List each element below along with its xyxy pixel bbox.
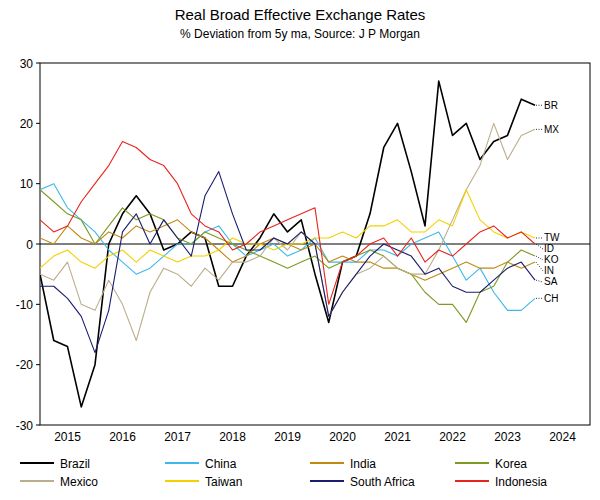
x-tick-label: 2023	[494, 430, 521, 444]
annotation: ID	[544, 243, 554, 254]
title: Real Broad Effective Exchange Rates	[175, 6, 426, 23]
series-line	[40, 184, 535, 311]
legend-label: Korea	[495, 457, 527, 471]
y-tick	[36, 244, 40, 245]
legend-swatch	[165, 480, 199, 482]
series-line	[40, 81, 535, 407]
legend-label: China	[205, 457, 237, 471]
legend-label: Indonesia	[495, 475, 547, 489]
legend-label: Taiwan	[205, 475, 242, 489]
series-line	[40, 190, 535, 323]
x-tick-label: 2015	[54, 430, 81, 444]
legend-swatch	[165, 462, 199, 464]
y-tick-label: 30	[20, 57, 34, 71]
y-tick-label: -30	[16, 419, 34, 433]
legend-swatch	[310, 480, 344, 482]
annotation-leader	[536, 280, 543, 282]
series-line	[40, 172, 535, 353]
legend-label: India	[350, 457, 376, 471]
x-tick-label: 2018	[219, 430, 246, 444]
y-tick-label: -10	[16, 298, 34, 312]
annotation-leader	[536, 244, 543, 249]
annotation-leader	[536, 262, 543, 271]
subtitle: % Deviation from 5y ma, Source: J P Morg…	[180, 27, 420, 41]
x-tick-label: 2021	[384, 430, 411, 444]
legend-swatch	[20, 480, 54, 482]
y-tick-label: 0	[26, 238, 33, 252]
annotation: CH	[544, 293, 558, 304]
annotation: TW	[544, 232, 560, 243]
y-tick	[36, 425, 40, 426]
annotation-leader	[536, 298, 543, 299]
legend-swatch	[20, 462, 54, 464]
legend-swatch	[455, 480, 489, 482]
y-tick-label: -20	[16, 358, 34, 372]
series-line	[40, 123, 535, 340]
x-tick-label: 2016	[109, 430, 136, 444]
legend-swatch	[310, 462, 344, 464]
chart: Real Broad Effective Exchange Rates % Dev…	[0, 0, 600, 500]
legend-label: Mexico	[60, 475, 98, 489]
annotation: BR	[544, 100, 558, 111]
y-tick-label: 20	[20, 117, 34, 131]
annotation: SA	[544, 276, 558, 287]
plot-frame	[40, 63, 590, 425]
legend-label: Brazil	[60, 457, 90, 471]
x-tick-label: 2024	[549, 430, 576, 444]
legend-label: South Africa	[350, 475, 415, 489]
annotation-leader	[536, 129, 543, 130]
legend-swatch	[455, 462, 489, 464]
annotation-leader	[536, 237, 543, 238]
series-group	[40, 81, 535, 407]
x-tick-label: 2017	[164, 430, 191, 444]
x-tick-label: 2020	[329, 430, 356, 444]
series-line	[40, 141, 535, 304]
annotation: MX	[544, 124, 559, 135]
y-tick	[36, 183, 40, 184]
annotation-leader	[536, 105, 543, 106]
series-line	[40, 190, 535, 268]
y-tick	[36, 63, 40, 64]
annotation-leader	[536, 256, 543, 260]
x-tick-label: 2019	[274, 430, 301, 444]
y-tick	[36, 123, 40, 124]
annotation: IN	[544, 265, 554, 276]
y-tick	[36, 364, 40, 365]
annotation: KO	[544, 254, 559, 265]
y-tick-label: 10	[20, 177, 34, 191]
y-tick	[36, 304, 40, 305]
x-tick-label: 2022	[439, 430, 466, 444]
